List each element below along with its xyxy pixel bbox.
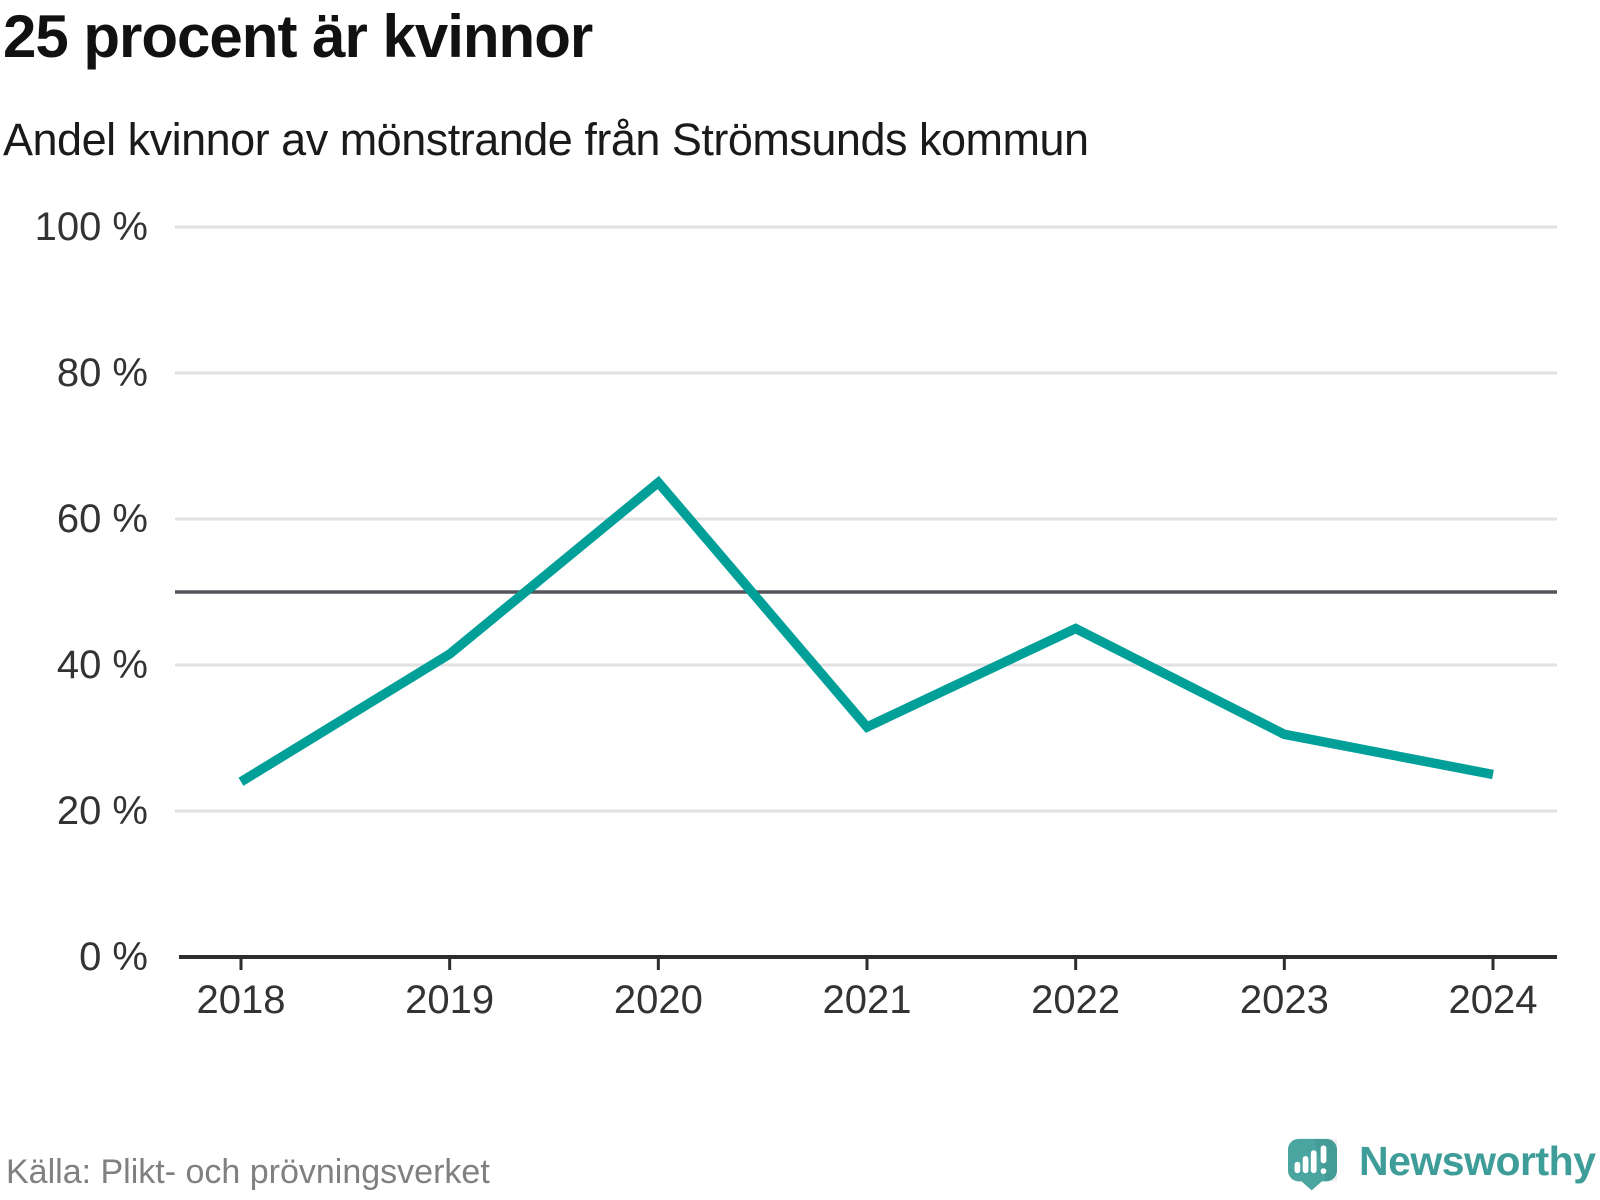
x-axis-label-2020: 2020	[613, 978, 703, 1022]
y-axis-label-60: 60 %	[56, 497, 148, 541]
y-axis-label-0: 0 %	[79, 935, 148, 979]
newsworthy-logo: Newsworthy	[1288, 1134, 1596, 1196]
source-note: Källa: Plikt- och prövningsverket	[6, 1153, 490, 1191]
x-axis-label-2022: 2022	[1031, 978, 1121, 1022]
y-axis-label-20: 20 %	[56, 789, 148, 833]
y-axis-label-100: 100 %	[34, 205, 148, 249]
x-axis-label-2023: 2023	[1239, 978, 1329, 1022]
data-line-andel-kvinnor	[238, 475, 1494, 786]
x-axis-label-2021: 2021	[822, 978, 912, 1022]
chart-subtitle: Andel kvinnor av mönstrande från Strömsu…	[3, 114, 1089, 165]
x-axis-label-2024: 2024	[1448, 978, 1538, 1022]
x-axis-label-2019: 2019	[405, 978, 495, 1022]
newsworthy-wordmark: Newsworthy	[1359, 1138, 1596, 1184]
y-axis-label-80: 80 %	[56, 351, 148, 395]
x-axis-label-2018: 2018	[196, 978, 286, 1022]
y-axis-label-40: 40 %	[56, 643, 148, 687]
chart-title: 25 procent är kvinnor	[3, 3, 593, 70]
newsworthy-bubble-chart-icon	[1288, 1138, 1337, 1191]
